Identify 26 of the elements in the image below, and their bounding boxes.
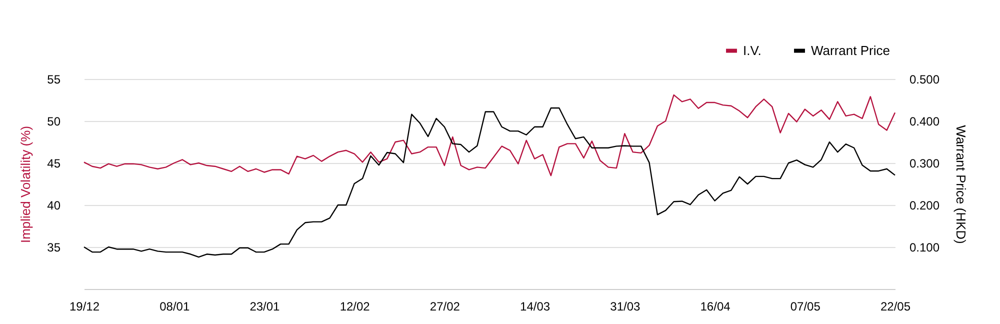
y-tick-label: 50 — [47, 114, 61, 128]
y-tick-label: 35 — [47, 240, 61, 254]
x-tick-label: 19/12 — [69, 300, 100, 314]
y-tick-label: 45 — [47, 156, 61, 170]
y-axis-title: Implied Volatility (%) — [18, 126, 34, 244]
y2-tick-label: 0.100 — [910, 240, 940, 254]
y-tick-label: 55 — [47, 72, 61, 86]
x-tick-label: 31/03 — [610, 300, 641, 314]
x-tick-label: 22/05 — [880, 300, 911, 314]
line-series — [83, 94, 896, 176]
x-tick-label: 07/05 — [790, 300, 821, 314]
y2-tick-label: 0.500 — [910, 72, 940, 86]
x-tick-label: 08/01 — [160, 300, 190, 314]
line-series — [83, 107, 896, 258]
y-tick-label: 40 — [47, 198, 61, 212]
y2-tick-label: 0.300 — [910, 156, 940, 170]
y2-axis-title: Warrant Price (HKD) — [954, 125, 969, 244]
x-tick-label: 16/04 — [700, 300, 731, 314]
y2-tick-label: 0.200 — [910, 198, 940, 212]
legend-label: Warrant Price — [811, 42, 890, 58]
x-tick-label: 14/03 — [520, 300, 550, 314]
y2-tick-label: 0.400 — [910, 114, 940, 128]
legend-label: I.V. — [743, 42, 762, 58]
x-tick-label: 27/02 — [430, 300, 460, 314]
x-tick-label: 12/02 — [340, 300, 370, 314]
x-tick-label: 23/01 — [250, 300, 280, 314]
